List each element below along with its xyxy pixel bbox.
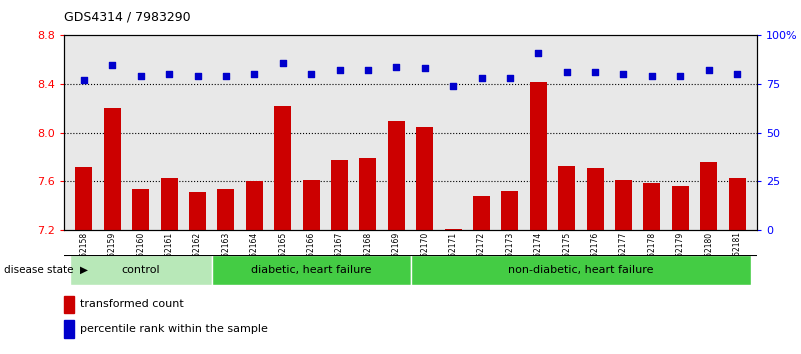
- Text: disease state  ▶: disease state ▶: [4, 265, 88, 275]
- Bar: [75, 167, 92, 230]
- Point: [276, 60, 289, 65]
- Point: [646, 73, 658, 79]
- Bar: [529, 82, 547, 230]
- Bar: [473, 196, 490, 230]
- Point: [589, 69, 602, 75]
- Text: transformed count: transformed count: [80, 299, 184, 309]
- Bar: [189, 192, 206, 230]
- Text: percentile rank within the sample: percentile rank within the sample: [80, 324, 268, 334]
- Point: [475, 75, 488, 81]
- Bar: [586, 168, 604, 230]
- Bar: [558, 166, 575, 230]
- Bar: [445, 229, 461, 230]
- Point: [418, 65, 431, 71]
- Point: [674, 73, 686, 79]
- Point: [532, 50, 545, 56]
- Bar: [211, 255, 411, 285]
- Point: [361, 68, 374, 73]
- Bar: [615, 180, 632, 230]
- Bar: [410, 255, 751, 285]
- Point: [560, 69, 573, 75]
- Point: [504, 75, 517, 81]
- Point: [390, 64, 403, 69]
- Bar: [246, 182, 263, 230]
- Bar: [417, 127, 433, 230]
- Bar: [700, 162, 717, 230]
- Point: [78, 77, 91, 83]
- Text: diabetic, heart failure: diabetic, heart failure: [251, 265, 372, 275]
- Point: [617, 72, 630, 77]
- Point: [163, 72, 175, 77]
- Text: GDS4314 / 7983290: GDS4314 / 7983290: [64, 11, 191, 24]
- Bar: [303, 180, 320, 230]
- Point: [447, 83, 460, 89]
- Bar: [643, 183, 660, 230]
- Point: [702, 68, 715, 73]
- Point: [731, 72, 743, 77]
- Point: [304, 72, 317, 77]
- Bar: [217, 189, 235, 230]
- Bar: [672, 186, 689, 230]
- Point: [106, 62, 119, 67]
- Bar: [331, 160, 348, 230]
- Text: control: control: [122, 265, 160, 275]
- Point: [219, 73, 232, 79]
- Bar: [729, 178, 746, 230]
- Point: [333, 68, 346, 73]
- Bar: [132, 189, 149, 230]
- Bar: [70, 255, 211, 285]
- Point: [135, 73, 147, 79]
- Bar: [274, 106, 292, 230]
- Bar: [161, 178, 178, 230]
- Text: non-diabetic, heart failure: non-diabetic, heart failure: [508, 265, 654, 275]
- Bar: [388, 121, 405, 230]
- Point: [248, 72, 261, 77]
- Bar: [104, 108, 121, 230]
- Point: [191, 73, 204, 79]
- Bar: [360, 158, 376, 230]
- Bar: [501, 191, 518, 230]
